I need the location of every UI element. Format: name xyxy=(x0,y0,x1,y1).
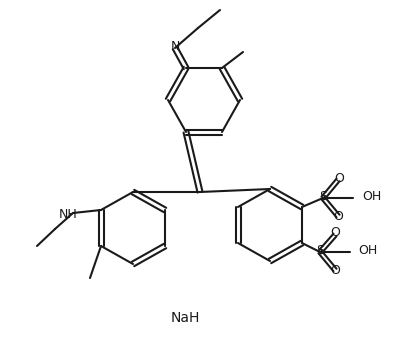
Text: S: S xyxy=(319,190,327,204)
Text: O: O xyxy=(333,211,343,223)
Text: NH: NH xyxy=(58,207,77,221)
Text: O: O xyxy=(334,173,344,185)
Text: N: N xyxy=(170,40,180,54)
Text: O: O xyxy=(330,227,340,239)
Text: S: S xyxy=(316,245,324,258)
Text: OH: OH xyxy=(362,190,381,204)
Text: OH: OH xyxy=(358,245,377,258)
Text: O: O xyxy=(330,263,340,277)
Text: NaH: NaH xyxy=(170,311,200,325)
